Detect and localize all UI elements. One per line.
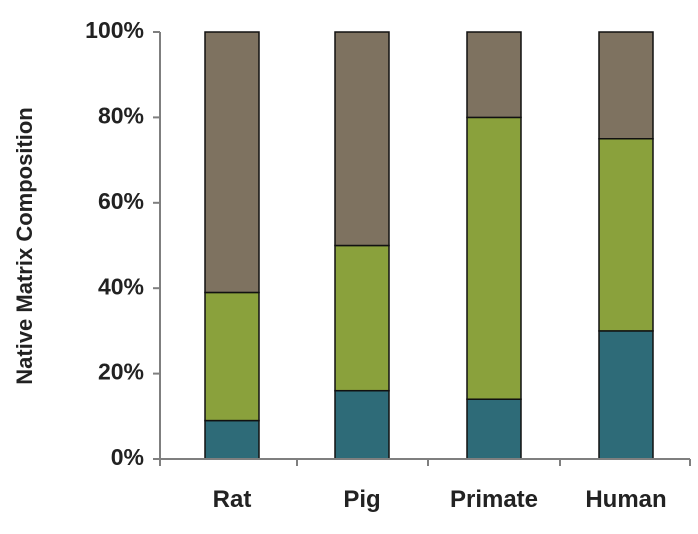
bar-segment-rat-3 bbox=[204, 31, 260, 294]
bar-segment-human-2 bbox=[598, 138, 654, 332]
y-tick-label: 40% bbox=[98, 273, 144, 299]
x-tick-label: Rat bbox=[213, 486, 252, 513]
x-tick-label: Human bbox=[585, 486, 666, 513]
bar-segment-rat-2 bbox=[204, 291, 260, 422]
y-tick-label: 20% bbox=[98, 359, 144, 385]
bars-group bbox=[204, 31, 654, 460]
x-tick-label: Primate bbox=[450, 486, 538, 513]
x-tick-label: Pig bbox=[343, 486, 380, 513]
bar-segment-pig-2 bbox=[334, 244, 390, 392]
y-tick-label: 60% bbox=[98, 188, 144, 214]
y-tick-label: 0% bbox=[111, 444, 144, 470]
bar-segment-primate-2 bbox=[466, 116, 522, 400]
bar-segment-primate-3 bbox=[466, 31, 522, 119]
y-tick-label: 80% bbox=[98, 102, 144, 128]
bar-segment-human-3 bbox=[598, 31, 654, 140]
tick-labels-group: 0% 20% 40% 60% 80% 100% Rat Pig Primate Human bbox=[85, 17, 667, 513]
bar-segment-primate-1 bbox=[466, 398, 522, 460]
axes-group bbox=[153, 31, 691, 466]
bar-segment-pig-1 bbox=[334, 389, 390, 460]
y-tick-label: 100% bbox=[85, 17, 144, 43]
bar-segment-pig-3 bbox=[334, 31, 390, 247]
bar-segment-rat-1 bbox=[204, 419, 260, 460]
y-axis-label: Native Matrix Composition bbox=[12, 107, 37, 384]
bar-segment-human-1 bbox=[598, 330, 654, 460]
